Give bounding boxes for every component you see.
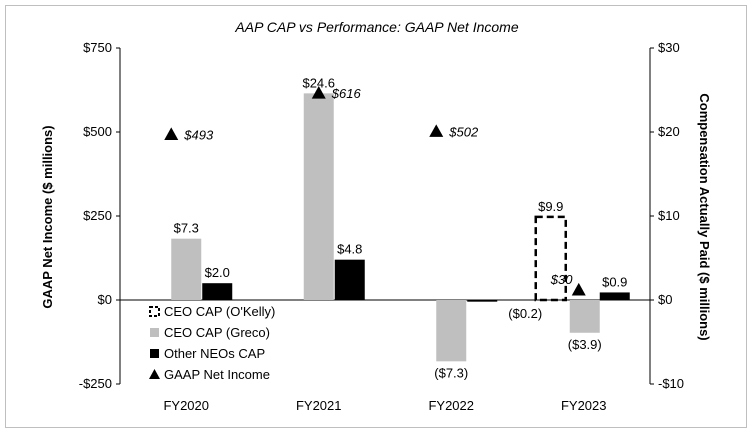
marker-gaap-net-income — [311, 86, 326, 99]
bar-other-neos-cap — [334, 259, 365, 300]
data-label: $2.0 — [205, 265, 230, 280]
bar-ceo-cap-greco — [436, 300, 467, 362]
left-tick-label: $0 — [98, 292, 112, 307]
legend-swatch-triangle — [149, 369, 160, 379]
right-tick-label: $10 — [658, 208, 680, 223]
legend-label: CEO CAP (Greco) — [164, 325, 270, 340]
data-label: $9.9 — [538, 199, 563, 214]
legend-label: GAAP Net Income — [164, 367, 270, 382]
legend-swatch — [150, 328, 159, 337]
legend-swatch-okelly — [149, 306, 160, 317]
bar-ceo-cap-greco — [569, 300, 600, 333]
legend-swatch — [150, 349, 159, 358]
right-tick-label: $0 — [658, 292, 672, 307]
right-tick-label: $30 — [658, 40, 680, 55]
legend: CEO CAP (O'Kelly) CEO CAP (Greco) Other NE… — [149, 304, 275, 382]
category-label: FY2021 — [296, 398, 342, 413]
right-axis-title: Compensation Actually Paid ($ millions) — [697, 93, 712, 340]
marker-gaap-net-income — [164, 127, 179, 140]
data-label: ($3.9) — [568, 337, 602, 352]
category-label: FY2020 — [163, 398, 209, 413]
net-income-label: $493 — [183, 127, 214, 142]
left-tick-label: $500 — [83, 124, 112, 139]
bar-ceo-cap-greco — [171, 238, 202, 300]
category-label: FY2023 — [561, 398, 607, 413]
data-label: ($7.3) — [434, 365, 468, 380]
left-tick-label: $250 — [83, 208, 112, 223]
bar-ceo-cap-okelly — [534, 215, 567, 302]
bar-ceo-cap-greco — [303, 93, 334, 300]
data-label: $7.3 — [174, 221, 199, 236]
data-labels-layer: $9.9 $7.3 $24.6 ($7.3) ($3.9) $2.0 $4.8 ($0.2) $… — [174, 75, 628, 380]
data-label: ($0.2) — [508, 306, 542, 321]
bars-layer — [171, 93, 630, 362]
left-axis-ticks: -$250 $0 $250 $500 $750 — [79, 40, 120, 391]
right-axis-ticks: -$10 $0 $10 $20 $30 — [650, 40, 684, 391]
data-label: $24.6 — [302, 75, 335, 90]
chart-frame — [5, 5, 747, 428]
data-label: $4.8 — [337, 242, 362, 257]
bar-other-neos-cap — [467, 300, 498, 302]
markers-layer — [164, 86, 586, 296]
marker-gaap-net-income — [571, 282, 586, 296]
legend-label: CEO CAP (O'Kelly) — [164, 304, 275, 319]
legend-label: Other NEOs CAP — [164, 346, 265, 361]
left-tick-label: $750 — [83, 40, 112, 55]
marker-gaap-net-income — [429, 124, 444, 137]
bar-other-neos-cap — [599, 292, 630, 300]
net-income-label: $30 — [550, 272, 573, 287]
net-income-label: $502 — [448, 124, 479, 139]
bar-other-neos-cap — [202, 283, 233, 300]
category-labels: FY2020 FY2021 FY2022 FY2023 — [163, 398, 606, 413]
right-tick-label: -$10 — [658, 376, 684, 391]
chart-title: AAP CAP vs Performance: GAAP Net Income — [234, 19, 518, 35]
category-label: FY2022 — [428, 398, 474, 413]
net-income-label: $616 — [331, 86, 362, 101]
left-axis-title: GAAP Net Income ($ millions) — [40, 125, 55, 308]
data-label: $0.9 — [602, 274, 627, 289]
right-tick-label: $20 — [658, 124, 680, 139]
left-tick-label: -$250 — [79, 376, 112, 391]
